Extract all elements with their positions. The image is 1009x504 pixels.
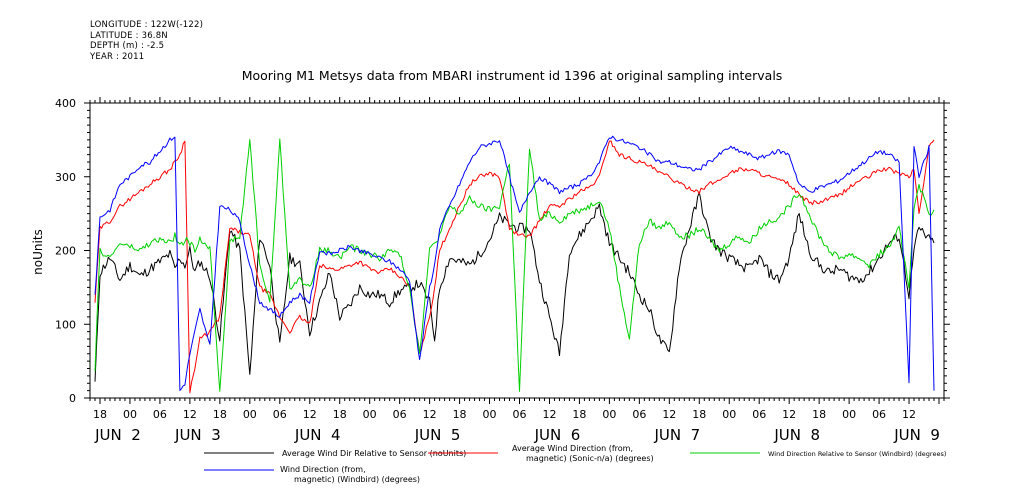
x-tick-label: 06 <box>273 408 287 421</box>
plot-frame <box>89 102 945 399</box>
x-tick-label: 12 <box>303 408 317 421</box>
x-tick-label: 18 <box>453 408 467 421</box>
series-line-3 <box>94 135 935 391</box>
legend-label-3: magnetic) (Windbird) (degrees) <box>294 475 420 484</box>
plot-border <box>89 102 945 399</box>
x-tick-label: 18 <box>572 408 586 421</box>
day-label: JUN 3 <box>174 426 221 444</box>
x-tick-label: 00 <box>602 408 616 421</box>
legend-label-3: Wind Direction (from, <box>280 465 366 474</box>
x-tick-label: 06 <box>153 408 167 421</box>
legend-label-1: magnetic) (Sonic-n/a) (degrees) <box>526 454 654 463</box>
day-label: JUN 8 <box>773 426 820 444</box>
legend: Average Wind Dir Relative to Sensor (noU… <box>204 444 946 484</box>
x-tick-label: 06 <box>632 408 646 421</box>
series-line-2 <box>94 138 935 392</box>
x-tick-label: 18 <box>692 408 706 421</box>
x-tick-label: 12 <box>423 408 437 421</box>
x-tick-label: 18 <box>93 408 107 421</box>
metadata-block: LONGITUDE : 122W(-122) LATITUDE : 36.8N … <box>90 20 203 62</box>
longitude-label: LONGITUDE : 122W(-122) <box>90 20 204 30</box>
x-tick-label: 06 <box>872 408 886 421</box>
x-tick-label: 12 <box>782 408 796 421</box>
x-tick-label: 00 <box>363 408 377 421</box>
legend-label-2: Wind Direction Relative to Sensor (Windb… <box>768 450 946 458</box>
y-tick-label: 400 <box>55 97 76 110</box>
y-tick-label: 0 <box>69 392 76 405</box>
day-label: JUN 2 <box>94 426 141 444</box>
chart-title: Mooring M1 Metsys data from MBARI instru… <box>242 68 783 83</box>
legend-label-1: Average Wind Direction (from, <box>512 444 633 453</box>
x-tick-label: 00 <box>243 408 257 421</box>
day-label: JUN 9 <box>893 426 940 444</box>
series-line-1 <box>94 139 935 394</box>
x-tick-label: 06 <box>512 408 526 421</box>
x-tick-label: 18 <box>213 408 227 421</box>
series-line-0 <box>94 191 935 382</box>
x-tick-label: 18 <box>812 408 826 421</box>
y-tick-label: 200 <box>55 245 76 258</box>
x-tick-label: 12 <box>183 408 197 421</box>
x-tick-label: 00 <box>722 408 736 421</box>
day-label: JUN 4 <box>294 426 341 444</box>
series-layer <box>94 135 935 394</box>
x-axis: 18 00 06 12 18 00 06 12 18 00 06 12 18 00 06 12 18 00 06 12… <box>89 97 945 444</box>
y-tick-label: 300 <box>55 171 76 184</box>
x-tick-label: 18 <box>333 408 347 421</box>
x-tick-label: 12 <box>902 408 916 421</box>
year-label: YEAR : 2011 <box>90 51 145 62</box>
x-tick-label: 12 <box>542 408 556 421</box>
legend-label-0: Average Wind Dir Relative to Sensor (noU… <box>282 449 466 458</box>
x-tick-label: 12 <box>662 408 676 421</box>
y-axis-label: noUnits <box>31 229 45 275</box>
depth-label: DEPTH (m) : -2.5 <box>90 41 165 51</box>
day-label: JUN 7 <box>653 426 700 444</box>
latitude-label: LATITUDE : 36.8N <box>90 30 168 41</box>
x-tick-label: 00 <box>842 408 856 421</box>
x-tick-label: 00 <box>123 408 137 421</box>
day-label: JUN 6 <box>534 426 581 444</box>
day-label: JUN 5 <box>414 426 461 444</box>
x-tick-label: 00 <box>483 408 497 421</box>
x-tick-label: 06 <box>393 408 407 421</box>
x-tick-label: 06 <box>752 408 766 421</box>
y-axis: 0 100 200 300 400 <box>55 97 950 405</box>
y-tick-label: 100 <box>55 318 76 331</box>
